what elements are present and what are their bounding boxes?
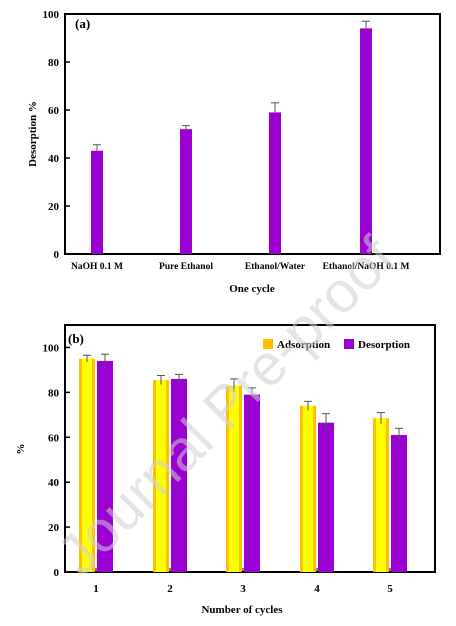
panel-a-xtick-label: NaOH 0.1 M — [71, 262, 123, 272]
panel-b-ytick-label: 80 — [48, 387, 60, 399]
panel-b-desorption-bar — [318, 422, 334, 572]
panel-b-desorption-bar — [391, 435, 407, 572]
panel-a-bar — [91, 150, 103, 254]
panel-b-adsorption-bar-inner — [303, 405, 313, 572]
panel-b-xtick-label: 3 — [240, 583, 246, 595]
panel-b-ytick-label: 20 — [48, 522, 60, 534]
panel-a-xlabel: One cycle — [229, 283, 275, 295]
panel-a-xtick-label: Ethanol/Water — [245, 262, 306, 272]
panel-a-ytick-label: 40 — [48, 153, 60, 165]
panel-a-ylabel: Desorption % — [27, 101, 39, 167]
panel-b-ylabel: % — [15, 444, 27, 455]
panel-b-desorption-bar — [97, 360, 113, 572]
panel-a-bar — [269, 112, 281, 255]
legend-adsorption-label: Adsorption — [277, 339, 330, 351]
panel-a-ytick-label: 60 — [48, 105, 60, 117]
panel-a-ytick-label: 80 — [48, 57, 60, 69]
panel-a-bar — [180, 129, 192, 254]
panel-a: (a) Desorption % One cycle — [27, 13, 441, 295]
panel-b-ytick-label: 40 — [48, 477, 60, 489]
panel-b-desorption-bar — [244, 394, 260, 572]
panel-a-ytick-label: 0 — [54, 249, 60, 261]
panel-b-xlabel: Number of cycles — [201, 604, 283, 616]
panel-b-ytick-label: 0 — [54, 567, 60, 579]
panel-b-adsorption-bar-inner — [229, 385, 239, 572]
legend-desorption-label: Desorption — [358, 339, 410, 351]
panel-b-adsorption-bar-inner — [156, 380, 166, 572]
panel-b-adsorption-bar-inner — [376, 418, 386, 572]
legend-desorption-swatch — [344, 339, 354, 349]
panel-b-desorption-bar — [171, 378, 187, 572]
panel-a-bar — [360, 28, 372, 255]
panel-a-xtick-label: Ethanol/NaOH 0.1 M — [323, 262, 410, 272]
panel-a-xtick-label: Pure Ethanol — [159, 262, 213, 272]
panel-a-ytick-label: 20 — [48, 201, 60, 213]
panel-b-ytick-label: 60 — [48, 432, 60, 444]
panel-a-ytick-label: 100 — [43, 9, 60, 21]
panel-a-label: (a) — [75, 16, 90, 31]
panel-b-xtick-label: 4 — [314, 583, 320, 595]
panel-b-xtick-label: 2 — [167, 583, 173, 595]
panel-b-xtick-label: 1 — [93, 583, 99, 595]
panel-b-adsorption-bar-inner — [82, 358, 92, 572]
legend-adsorption-swatch — [263, 339, 273, 349]
panel-b-label: (b) — [68, 331, 84, 346]
panel-a-frame — [64, 13, 441, 255]
panel-b-xtick-label: 5 — [387, 583, 393, 595]
panel-b-ytick-label: 100 — [43, 342, 60, 354]
